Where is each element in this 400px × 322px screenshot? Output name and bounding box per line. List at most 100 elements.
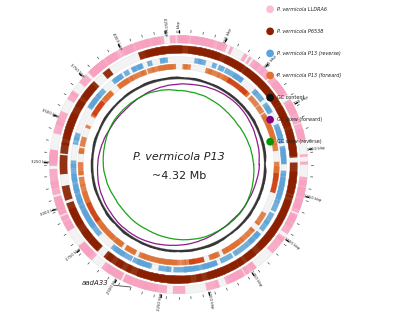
Polygon shape	[196, 268, 222, 282]
Polygon shape	[83, 81, 100, 99]
Polygon shape	[146, 262, 152, 269]
Polygon shape	[88, 99, 97, 109]
Polygon shape	[219, 253, 234, 263]
Polygon shape	[90, 110, 98, 118]
Polygon shape	[198, 37, 213, 47]
Polygon shape	[86, 202, 100, 223]
Polygon shape	[70, 92, 78, 98]
Polygon shape	[259, 219, 270, 232]
Polygon shape	[117, 78, 130, 90]
Text: P. vermicola P13 (forward): P. vermicola P13 (forward)	[277, 73, 341, 78]
Polygon shape	[113, 73, 124, 83]
Polygon shape	[102, 94, 111, 102]
Text: 3750 kbp: 3750 kbp	[68, 63, 85, 79]
Polygon shape	[76, 197, 86, 210]
Polygon shape	[116, 248, 126, 257]
Polygon shape	[240, 53, 248, 62]
Polygon shape	[239, 232, 250, 243]
Polygon shape	[79, 242, 94, 258]
Text: aadA33: aadA33	[82, 280, 131, 287]
Polygon shape	[78, 241, 94, 257]
Polygon shape	[184, 266, 192, 272]
Polygon shape	[54, 196, 65, 211]
Polygon shape	[104, 91, 114, 101]
Polygon shape	[166, 266, 170, 272]
Polygon shape	[118, 44, 135, 57]
Polygon shape	[300, 162, 308, 165]
Polygon shape	[147, 67, 155, 74]
Polygon shape	[280, 146, 286, 160]
Polygon shape	[256, 239, 267, 251]
Polygon shape	[281, 221, 293, 234]
Circle shape	[267, 6, 273, 12]
Polygon shape	[248, 95, 259, 108]
Polygon shape	[116, 239, 124, 247]
Polygon shape	[137, 259, 142, 265]
Text: 500 kbp: 500 kbp	[264, 54, 277, 69]
Polygon shape	[54, 199, 63, 205]
Polygon shape	[153, 36, 164, 45]
Polygon shape	[122, 75, 134, 86]
Polygon shape	[184, 267, 190, 272]
Polygon shape	[91, 76, 267, 252]
Polygon shape	[138, 46, 166, 60]
Polygon shape	[61, 215, 75, 232]
Polygon shape	[184, 259, 196, 265]
Polygon shape	[280, 148, 286, 157]
Polygon shape	[276, 233, 285, 242]
Polygon shape	[103, 91, 114, 101]
Polygon shape	[278, 136, 283, 140]
Text: GC content: GC content	[277, 95, 304, 100]
Polygon shape	[94, 216, 106, 230]
Polygon shape	[79, 204, 90, 218]
Polygon shape	[140, 253, 152, 261]
Polygon shape	[216, 251, 220, 257]
Polygon shape	[226, 262, 236, 272]
Polygon shape	[269, 132, 278, 146]
Polygon shape	[158, 265, 172, 272]
Polygon shape	[274, 191, 283, 203]
Polygon shape	[117, 74, 123, 80]
Polygon shape	[115, 259, 124, 268]
Polygon shape	[242, 67, 266, 89]
Polygon shape	[259, 67, 271, 80]
Polygon shape	[276, 186, 284, 200]
Polygon shape	[152, 283, 167, 293]
Polygon shape	[71, 57, 286, 272]
Polygon shape	[145, 37, 159, 47]
Polygon shape	[254, 221, 260, 226]
Polygon shape	[278, 199, 292, 219]
Polygon shape	[202, 263, 208, 270]
Polygon shape	[271, 80, 283, 93]
Polygon shape	[180, 260, 186, 265]
Polygon shape	[174, 45, 202, 55]
Polygon shape	[61, 126, 74, 146]
Polygon shape	[293, 197, 303, 209]
Polygon shape	[79, 74, 92, 87]
Polygon shape	[264, 73, 272, 80]
Polygon shape	[131, 63, 144, 73]
Text: 1750 kbp: 1750 kbp	[250, 270, 263, 288]
Polygon shape	[263, 225, 278, 242]
Polygon shape	[234, 73, 240, 80]
Text: 3500 kbp: 3500 kbp	[41, 108, 60, 119]
Polygon shape	[79, 176, 86, 187]
Polygon shape	[221, 243, 235, 255]
Polygon shape	[49, 150, 58, 164]
Polygon shape	[143, 270, 154, 281]
Polygon shape	[264, 105, 273, 115]
Polygon shape	[120, 251, 133, 261]
Polygon shape	[148, 272, 169, 283]
Polygon shape	[200, 37, 215, 48]
Polygon shape	[80, 141, 86, 147]
Polygon shape	[232, 60, 253, 78]
Polygon shape	[108, 50, 122, 62]
Circle shape	[267, 94, 273, 101]
Polygon shape	[281, 160, 286, 164]
Polygon shape	[170, 35, 176, 43]
Polygon shape	[150, 283, 154, 291]
Polygon shape	[288, 142, 297, 156]
Polygon shape	[111, 268, 121, 279]
Polygon shape	[95, 218, 106, 230]
Polygon shape	[168, 64, 172, 70]
